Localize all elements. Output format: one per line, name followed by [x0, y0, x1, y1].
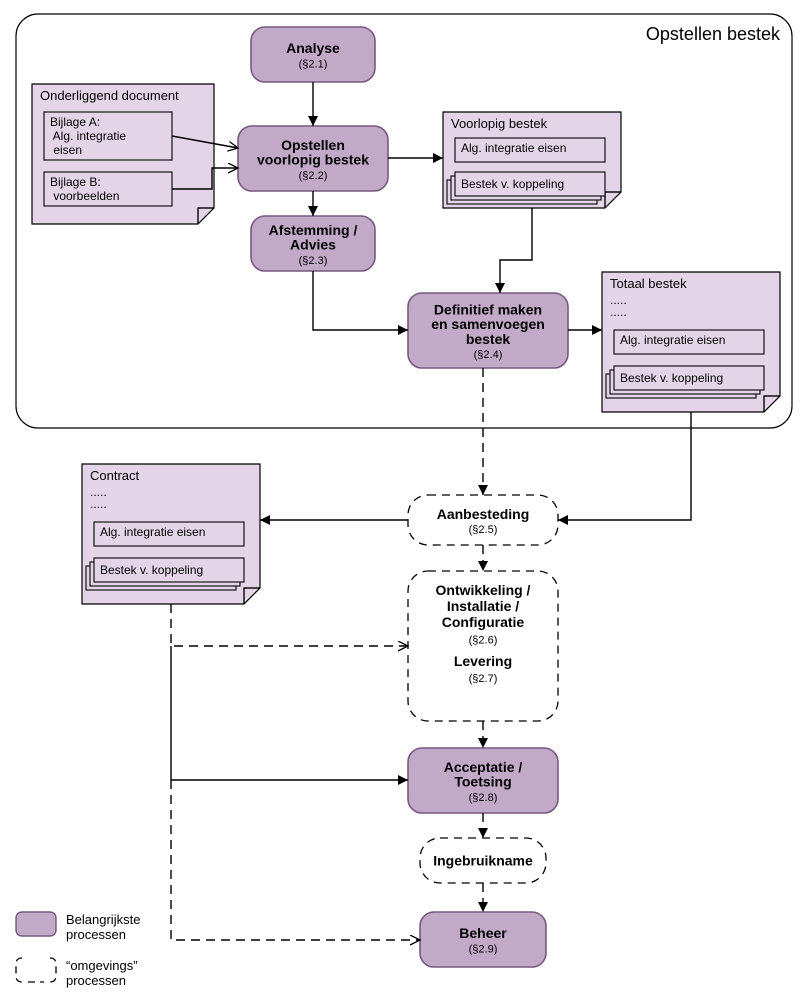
svg-text:Bestek v. koppeling: Bestek v. koppeling: [461, 177, 564, 191]
arrow: [171, 646, 408, 780]
svg-text:Alg. integratie eisen: Alg. integratie eisen: [620, 333, 725, 347]
svg-text:Ontwikkeling /: Ontwikkeling /: [436, 582, 531, 598]
process-title: Analyse: [286, 40, 340, 56]
svg-text:Configuratie: Configuratie: [442, 614, 525, 630]
legend-label-solid: Belangrijksteprocessen: [66, 912, 140, 942]
svg-text:Installatie /: Installatie /: [447, 598, 519, 614]
legend-label-dashed: “omgevings”processen: [66, 958, 138, 988]
arrow: [171, 780, 420, 940]
svg-text:(§2.6): (§2.6): [469, 634, 498, 646]
document-title: Onderliggend document: [40, 88, 179, 103]
arrow: [313, 271, 408, 330]
process-subtitle: (§2.4): [474, 349, 503, 361]
process-subtitle: (§2.3): [299, 255, 328, 267]
legend-swatch-dashed: [16, 958, 22, 982]
svg-text:.....: .....: [610, 305, 627, 319]
process-subtitle: (§2.8): [469, 792, 498, 804]
svg-text:Alg. integratie eisen: Alg. integratie eisen: [100, 525, 205, 539]
process-subtitle: (§2.1): [299, 58, 328, 70]
svg-text:(§2.5): (§2.5): [469, 524, 498, 536]
svg-text:Bestek v. koppeling: Bestek v. koppeling: [620, 371, 723, 385]
svg-text:Alg. integratie eisen: Alg. integratie eisen: [461, 141, 566, 155]
document-title: Contract: [90, 468, 140, 483]
svg-text:Bestek v. koppeling: Bestek v. koppeling: [100, 563, 203, 577]
legend-swatch-solid: [16, 912, 56, 936]
process-title: Beheer: [459, 925, 507, 941]
flowchart-canvas: Opstellen bestekOnderliggend documentBij…: [0, 0, 808, 997]
process-subtitle: (§2.9): [469, 943, 498, 955]
env-title: Aanbesteding: [437, 506, 530, 522]
arrow: [171, 604, 408, 646]
container-title: Opstellen bestek: [646, 24, 781, 44]
document-title: Voorlopig bestek: [451, 116, 548, 131]
svg-text:Levering: Levering: [454, 653, 512, 669]
env-title: Ingebruikname: [433, 852, 533, 868]
svg-text:(§2.7): (§2.7): [469, 673, 498, 685]
arrow: [500, 208, 532, 293]
process-title: Acceptatie /Toetsing: [444, 759, 523, 790]
svg-text:.....: .....: [90, 497, 107, 511]
process-subtitle: (§2.2): [299, 170, 328, 182]
document-title: Totaal bestek: [610, 276, 687, 291]
